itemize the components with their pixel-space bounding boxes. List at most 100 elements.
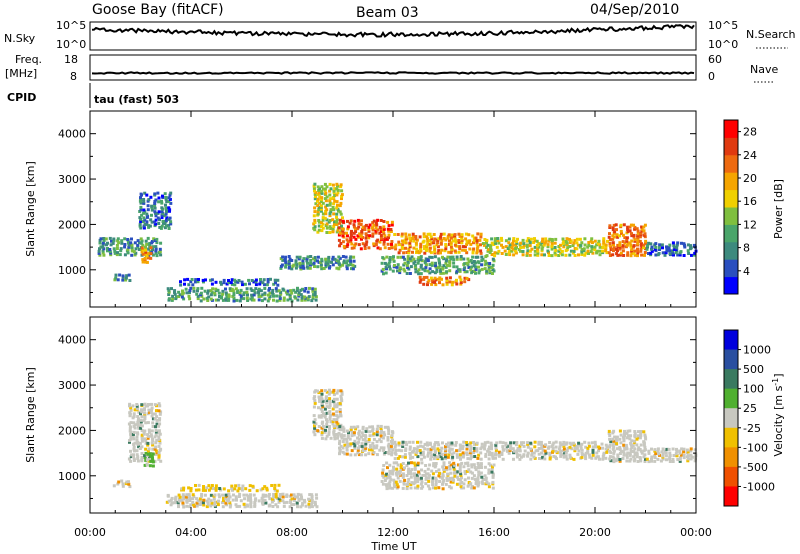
heatmap-cell <box>503 249 507 253</box>
heatmap-cell <box>676 241 680 245</box>
heatmap-cell <box>500 453 504 456</box>
heatmap-cell <box>210 290 214 294</box>
heatmap-cell <box>147 428 151 432</box>
heatmap-cell <box>230 484 234 488</box>
heatmap-cell <box>129 421 133 425</box>
heatmap-cell <box>403 261 407 265</box>
heatmap-cell <box>636 229 640 233</box>
heatmap-cell <box>363 444 367 448</box>
heatmap-cell <box>365 427 369 431</box>
heatmap-cell <box>423 442 427 446</box>
heatmap-cell <box>441 480 445 484</box>
heatmap-cell <box>458 235 462 238</box>
heatmap-cell <box>516 453 520 457</box>
heatmap-cell <box>424 477 428 481</box>
heatmap-cell <box>325 422 329 426</box>
heatmap-cell <box>332 429 336 433</box>
heatmap-cell <box>448 260 452 264</box>
heatmap-cell <box>129 432 133 436</box>
heatmap-cell <box>454 239 458 243</box>
heatmap-cell <box>435 270 439 274</box>
heatmap-cell <box>508 449 512 452</box>
heatmap-cell <box>667 248 671 252</box>
heatmap-cell <box>372 446 376 450</box>
heatmap-cell <box>139 220 143 223</box>
heatmap-cell <box>445 479 449 482</box>
heatmap-cell <box>383 246 387 250</box>
heatmap-cell <box>371 441 375 445</box>
heatmap-cell <box>580 249 584 253</box>
heatmap-cell <box>472 236 476 240</box>
heatmap-cell <box>561 449 565 453</box>
heatmap-cell <box>448 465 451 469</box>
heatmap-cell <box>128 485 132 489</box>
heatmap-cell <box>521 253 525 257</box>
heatmap-cell <box>657 246 661 250</box>
heatmap-cell <box>192 286 196 290</box>
heatmap-cell <box>473 466 477 469</box>
heatmap-cell <box>154 247 158 251</box>
heatmap-cell <box>470 261 474 265</box>
heatmap-cell <box>280 263 284 267</box>
heatmap-cell <box>678 456 682 460</box>
heatmap-cell <box>224 493 228 497</box>
heatmap-cell <box>485 245 488 249</box>
heatmap-cell <box>526 453 530 457</box>
heatmap-cell <box>317 219 321 222</box>
heatmap-cell <box>189 489 193 493</box>
heatmap-cell <box>178 495 182 499</box>
colorbar-swatch <box>724 349 738 370</box>
heatmap-cell <box>133 423 137 427</box>
heatmap-cell <box>679 453 683 457</box>
heatmap-cell <box>325 222 329 226</box>
heatmap-cell <box>335 215 338 219</box>
heatmap-cell <box>621 249 625 253</box>
heatmap-cell <box>174 495 178 499</box>
heatmap-cell <box>477 481 481 485</box>
heatmap-cell <box>195 504 199 508</box>
heatmap-cell <box>468 451 472 455</box>
heatmap-cell <box>266 299 270 303</box>
heatmap-cell <box>331 412 335 416</box>
heatmap-cell <box>313 192 317 196</box>
heatmap-cell <box>333 257 337 261</box>
heatmap-cell <box>628 241 632 245</box>
heatmap-cell <box>461 455 465 459</box>
heatmap-cell <box>128 279 132 282</box>
heatmap-cell <box>414 270 418 274</box>
heatmap-cell <box>329 197 333 201</box>
heatmap-cell <box>494 446 498 450</box>
heatmap-cell <box>143 456 147 459</box>
heatmap-cell <box>312 184 316 188</box>
heatmap-cell <box>643 253 646 257</box>
frequency-trace <box>91 71 695 75</box>
heatmap-cell <box>384 483 388 487</box>
heatmap-cell <box>267 493 271 496</box>
heatmap-cell <box>490 443 494 447</box>
heatmap-cell <box>413 480 417 484</box>
heatmap-cell <box>509 447 513 451</box>
heatmap-cell <box>408 272 412 275</box>
heatmap-cell <box>455 455 459 459</box>
heatmap-cell <box>671 447 675 451</box>
time-x-axis-label: Time UT <box>370 540 416 553</box>
heatmap-cell <box>309 255 313 258</box>
heatmap-cell <box>415 451 419 455</box>
heatmap-cell <box>318 399 322 403</box>
heatmap-cell <box>312 214 316 218</box>
heatmap-cell <box>433 249 437 253</box>
heatmap-cell <box>159 410 163 414</box>
heatmap-cell <box>445 282 449 286</box>
heatmap-cell <box>399 466 403 469</box>
heatmap-cell <box>689 453 693 457</box>
heatmap-cell <box>317 191 321 195</box>
heatmap-cell <box>311 296 315 300</box>
heatmap-cell <box>580 442 584 446</box>
heatmap-cell <box>316 185 320 189</box>
heatmap-cell <box>504 443 508 447</box>
heatmap-cell <box>608 224 612 228</box>
heatmap-cell <box>317 208 321 212</box>
heatmap-cell <box>489 243 493 247</box>
heatmap-cell <box>508 443 512 447</box>
heatmap-cell <box>235 298 239 302</box>
